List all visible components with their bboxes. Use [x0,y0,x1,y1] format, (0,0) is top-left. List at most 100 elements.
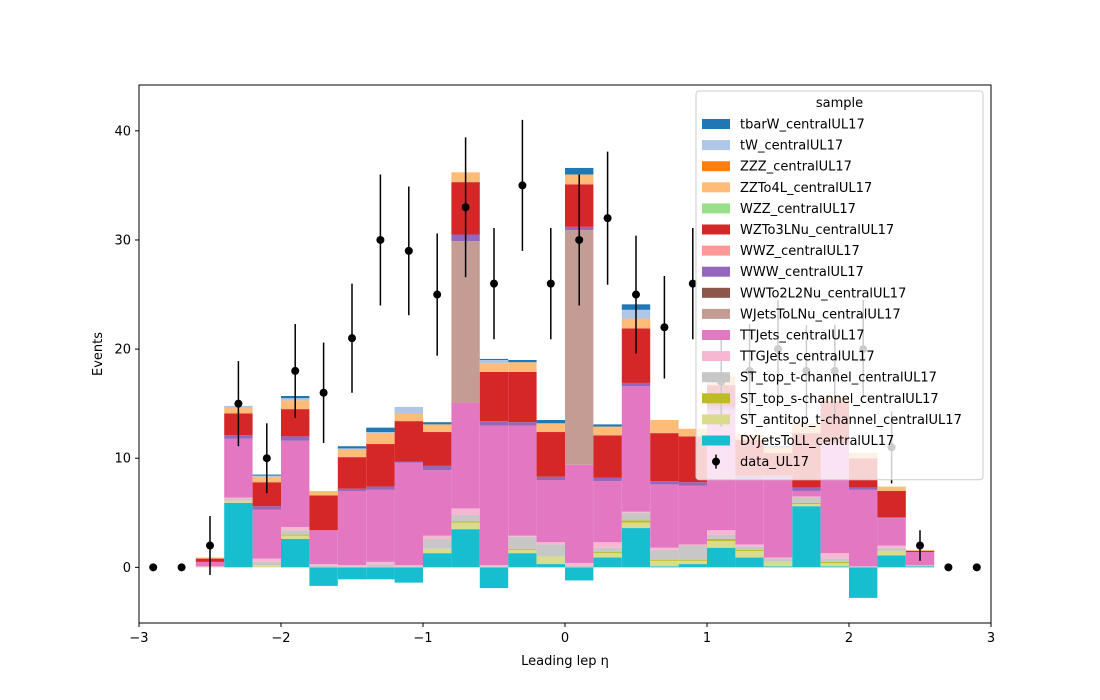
bar-segment [423,470,452,536]
bar-segment [593,481,622,543]
bar-segment [565,464,594,563]
bar-segment [763,561,793,567]
bar-segment [536,476,565,481]
legend-label: tW_centralUL17 [740,139,843,154]
bar-segment [763,558,793,562]
bar-segment [735,544,764,547]
y-axis-label: Events [91,332,106,376]
legend-label: tbarW_centralUL17 [740,118,865,133]
legend-label: WZZ_centralUL17 [740,202,856,217]
bar-segment [508,535,537,537]
data-point [206,541,214,550]
bar-segment [678,544,707,546]
bar-segment [281,535,310,539]
bar-segment [707,541,736,548]
bar-segment [565,562,594,566]
bar-segment [281,436,310,441]
bar-segment [479,372,509,422]
legend-entries: tbarW_centralUL17 tW_centralUL17 ZZZ_centr… [702,118,962,470]
bar-segment [366,432,395,434]
legend-swatch [702,266,730,277]
legend-swatch [702,308,730,319]
bar-segment [451,508,480,515]
bar-segment [792,496,821,498]
data-point [546,279,555,288]
legend-swatch [702,372,730,383]
bar-segment [763,557,793,559]
bar-segment [820,566,849,568]
legend-entry: TTJets_centralUL17 [702,329,865,344]
legend-swatch [702,161,730,172]
bar-segment [849,567,878,598]
bar-segment [735,478,764,545]
data-point [688,279,697,288]
legend-label: WZTo3LNu_centralUL17 [740,223,894,238]
bar-segment [451,521,480,523]
bar-segment [366,444,395,487]
bar-segment [678,559,707,561]
legend-label: ST_top_t-channel_centralUL17 [740,371,937,386]
x-tick-label: 3 [987,631,995,646]
legend-swatch [702,351,730,362]
legend-label: WWW_centralUL17 [740,265,864,280]
y-tick-label: 20 [114,343,131,358]
bar-segment [792,506,821,568]
bar-segment [536,556,565,565]
legend-swatch [702,119,730,129]
bar-segment [650,420,679,434]
bar-segment [479,358,509,361]
x-axis: −3 −2 −1 0 1 2 3 [129,623,995,646]
legend-label: WJetsToLNu_centralUL17 [740,307,901,322]
bar-segment [650,559,679,561]
bar-segment [394,565,423,567]
bar-segment [366,433,395,445]
legend-box [695,90,984,481]
bar-segment [479,363,509,373]
bar-segment [820,558,849,562]
legend-entry: ZZZ_centralUL17 [702,160,852,175]
bar-segment [792,487,821,491]
bar-segment [536,432,565,477]
legend-label: data_UL17 [740,455,809,470]
bar-segment [650,547,679,550]
bar-segment [423,432,452,466]
bar-segment [678,560,707,565]
bar-segment [707,530,736,535]
bar-segment [792,490,821,497]
bar-segment [735,549,764,551]
bar-segment [763,477,793,558]
y-tick-label: 40 [114,124,131,139]
x-tick-label: −3 [129,631,148,646]
bar-segment [735,550,764,558]
legend-swatch [702,287,730,298]
bar-segment [394,461,423,463]
bar-segment [678,428,707,437]
bar-segment [281,538,310,568]
bar-segment [394,566,423,568]
bar-segment [451,522,480,530]
bar-segment [337,449,367,458]
bar-segment [394,406,423,414]
legend-swatch [702,245,730,256]
bar-segment [621,386,651,512]
bar-segment [735,546,764,550]
data-point [404,246,413,255]
bar-segment [735,557,764,568]
bar-segment [252,506,281,510]
legend-data-marker [712,457,720,466]
bar-segment [394,567,423,583]
bar-segment [281,526,310,531]
bar-segment [423,538,452,549]
legend-label: ZZZ_centralUL17 [740,160,852,175]
bar-segment [337,490,367,566]
data-point [319,388,328,397]
bar-segment [650,560,679,567]
data-point [632,290,640,299]
data-point [461,203,470,212]
bar-segment [877,486,906,491]
bar-segment [451,402,480,509]
y-tick-label: 10 [114,452,131,467]
bar-segment [536,544,565,557]
y-axis: 0 10 20 30 40 [114,124,139,576]
